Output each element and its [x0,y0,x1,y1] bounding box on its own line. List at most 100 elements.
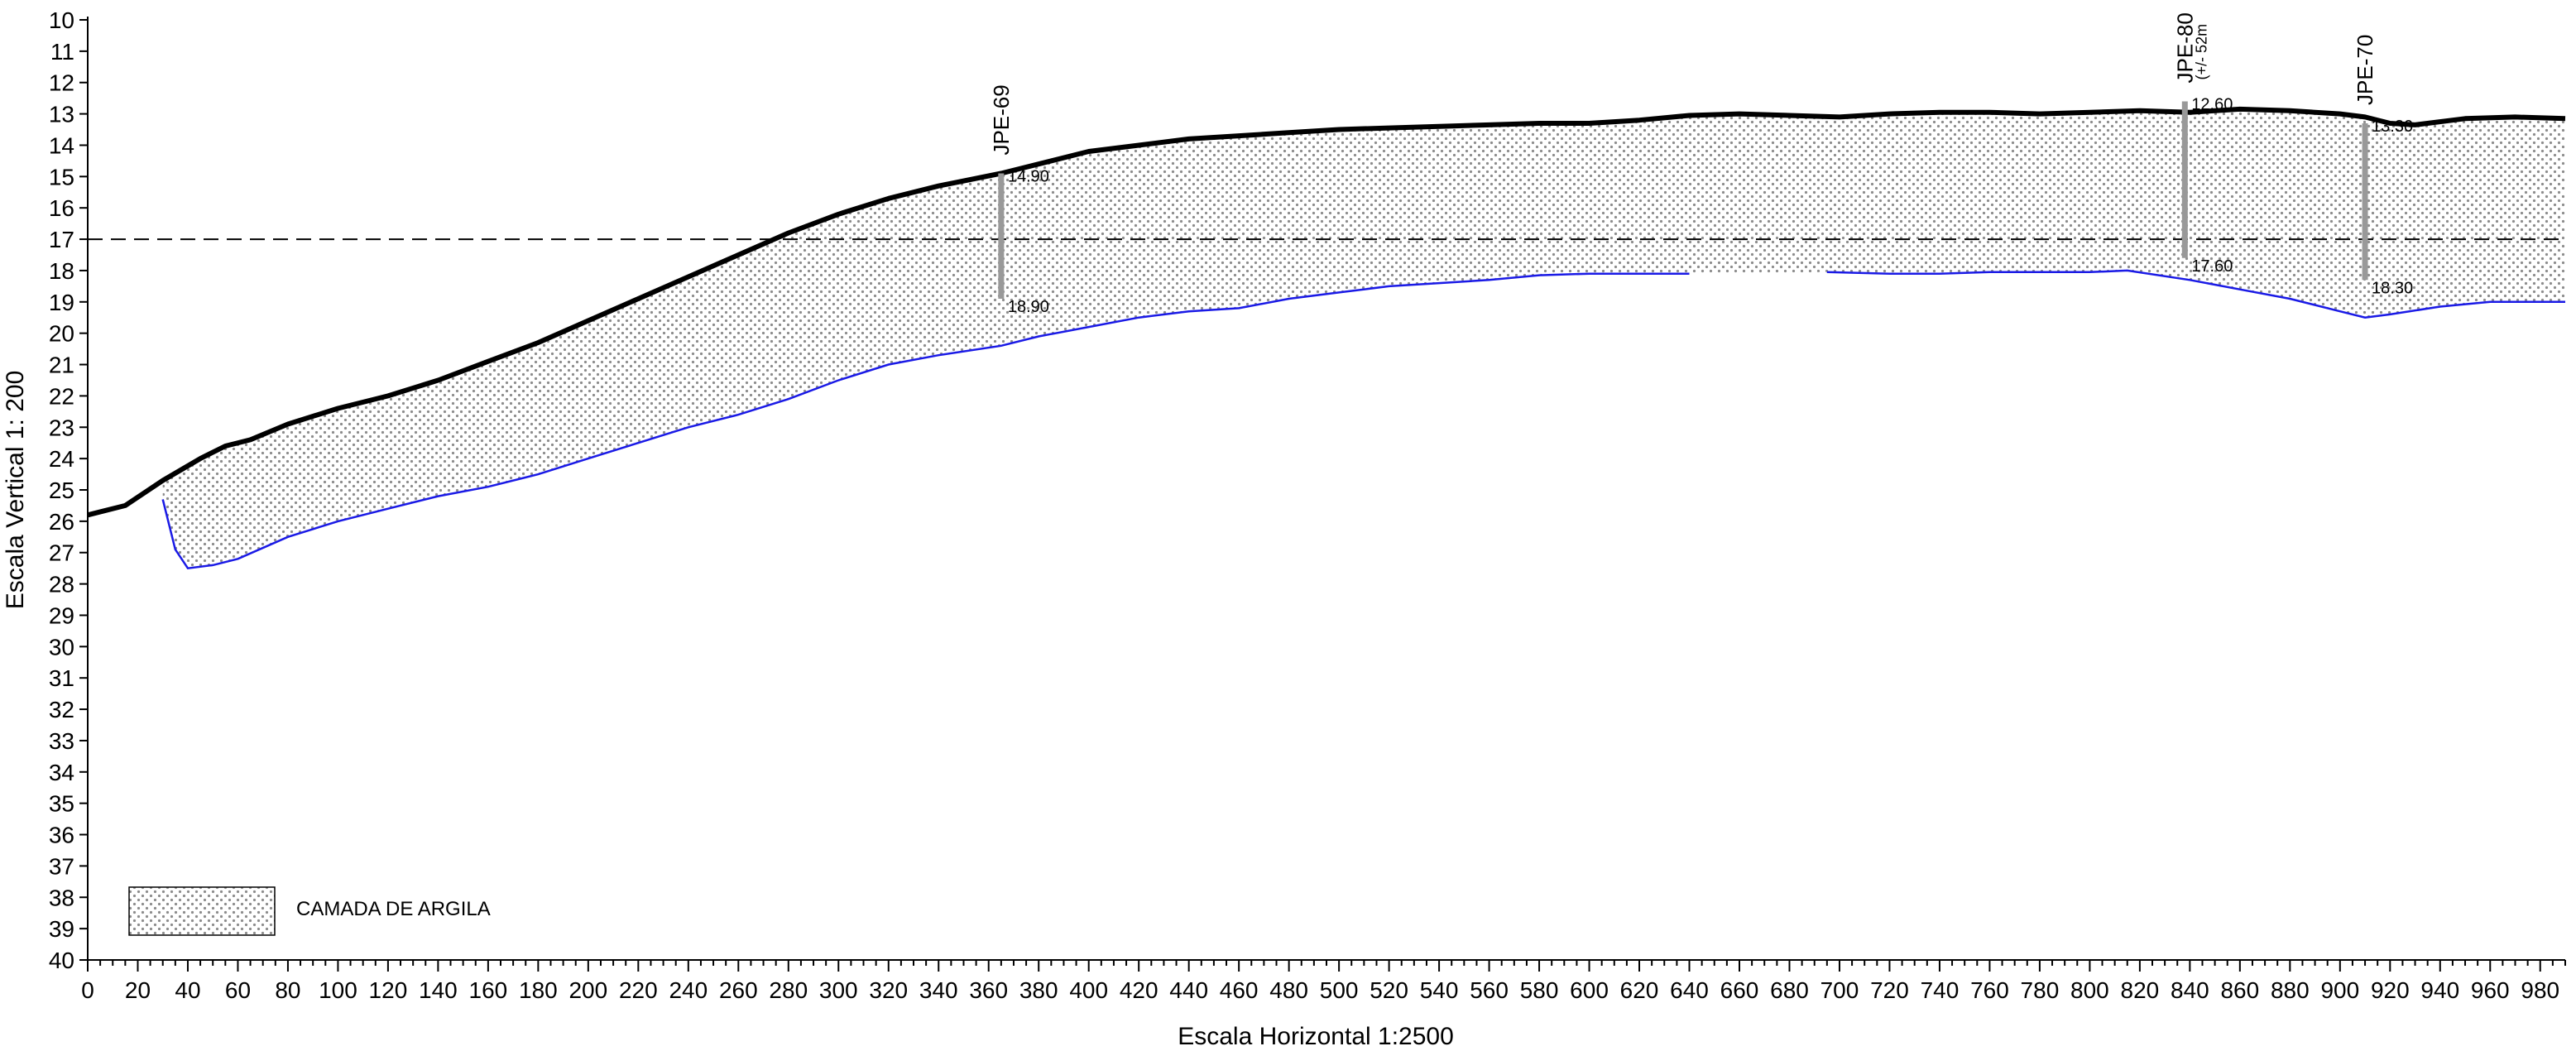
x-tick-label: 740 [1921,977,1960,1003]
y-tick-label: 13 [49,102,74,127]
y-tick-label: 22 [49,383,74,409]
x-tick-label: 0 [81,977,94,1003]
x-axis-label: Escala Horizontal 1:2500 [1178,1023,1454,1050]
x-tick-label: 160 [469,977,508,1003]
x-tick-label: 800 [2070,977,2109,1003]
y-tick-label: 29 [49,602,74,628]
x-tick-label: 860 [2220,977,2259,1003]
borehole-top-label: 13.30 [2372,118,2413,136]
x-tick-label: 780 [2021,977,2060,1003]
y-tick-label: 36 [49,823,74,848]
x-tick-label: 900 [2320,977,2359,1003]
x-tick-label: 60 [225,977,251,1003]
y-tick-label: 28 [49,572,74,597]
y-tick-label: 32 [49,697,74,722]
x-tick-label: 840 [2171,977,2209,1003]
y-tick-label: 40 [49,948,74,973]
y-tick-label: 12 [49,70,74,96]
x-tick-label: 460 [1220,977,1259,1003]
borehole-note: (+/- 52m [2193,24,2209,80]
y-axis-label: Escala Vertical 1: 200 [2,371,29,610]
x-tick-label: 260 [719,977,758,1003]
legend-label: CAMADA DE ARGILA [296,898,491,920]
x-tick-label: 340 [919,977,958,1003]
y-tick-label: 20 [49,321,74,347]
y-tick-label: 26 [49,509,74,535]
y-tick-label: 34 [49,760,74,785]
x-tick-label: 620 [1620,977,1659,1003]
y-tick-label: 25 [49,478,74,503]
x-tick-label: 20 [125,977,151,1003]
x-tick-label: 660 [1720,977,1759,1003]
y-tick-label: 10 [49,7,74,33]
x-tick-label: 940 [2420,977,2459,1003]
y-tick-label: 23 [49,415,74,440]
x-tick-label: 960 [2471,977,2510,1003]
y-tick-label: 39 [49,916,74,942]
clay-layer-fill [162,108,2566,569]
x-tick-label: 920 [2371,977,2410,1003]
x-tick-label: 380 [1019,977,1058,1003]
x-tick-label: 360 [969,977,1008,1003]
x-tick-label: 480 [1269,977,1308,1003]
borehole-name: JPE-69 [989,84,1014,155]
y-tick-label: 27 [49,540,74,566]
x-tick-label: 880 [2271,977,2310,1003]
borehole-top-label: 12.60 [2191,95,2233,113]
x-tick-label: 300 [819,977,858,1003]
borehole-bottom-label: 18.90 [1008,298,1049,316]
y-tick-label: 38 [49,885,74,910]
x-tick-label: 680 [1770,977,1809,1003]
x-tick-label: 220 [619,977,658,1003]
x-tick-label: 320 [869,977,908,1003]
x-tick-label: 720 [1870,977,1909,1003]
x-tick-label: 100 [319,977,357,1003]
y-tick-label: 11 [50,39,74,65]
x-tick-label: 560 [1470,977,1509,1003]
x-tick-label: 980 [2521,977,2559,1003]
x-tick-label: 760 [1970,977,2009,1003]
clay-base-line [1826,269,2565,319]
y-tick-label: 35 [49,791,74,817]
x-tick-label: 600 [1570,977,1609,1003]
x-tick-label: 580 [1520,977,1559,1003]
y-tick-label: 37 [49,853,74,879]
y-tick-label: 24 [49,446,74,472]
x-tick-label: 180 [519,977,558,1003]
x-tick-label: 540 [1420,977,1459,1003]
borehole-top-label: 14.90 [1008,168,1049,186]
x-tick-label: 80 [275,977,300,1003]
x-tick-label: 640 [1670,977,1709,1003]
x-tick-label: 280 [769,977,808,1003]
x-tick-label: 520 [1370,977,1408,1003]
y-tick-label: 16 [49,195,74,221]
terrain-surface-line [87,106,2566,518]
clay-base-line [161,272,1690,570]
y-tick-label: 30 [49,634,74,660]
legend-swatch [128,886,276,936]
x-tick-label: 240 [669,977,708,1003]
borehole-bottom-label: 17.60 [2191,257,2233,276]
x-tick-label: 40 [175,977,200,1003]
x-tick-label: 700 [1820,977,1859,1003]
y-tick-label: 14 [49,132,74,158]
y-tick-label: 18 [49,258,74,284]
y-tick-label: 31 [49,665,74,691]
x-tick-label: 400 [1069,977,1108,1003]
x-tick-label: 120 [369,977,408,1003]
borehole-bottom-label: 18.30 [2372,279,2413,297]
x-tick-label: 820 [2121,977,2160,1003]
x-tick-label: 440 [1169,977,1208,1003]
y-tick-label: 21 [49,353,74,378]
y-tick-label: 17 [49,227,74,252]
y-tick-label: 15 [49,164,74,190]
x-tick-label: 420 [1120,977,1158,1003]
x-tick-label: 200 [568,977,607,1003]
borehole-name: JPE-80 [2172,12,2197,83]
y-tick-label: 19 [49,290,74,315]
x-tick-label: 500 [1320,977,1359,1003]
y-tick-label: 33 [49,728,74,754]
borehole-name: JPE-70 [2353,35,2377,105]
x-tick-label: 140 [419,977,458,1003]
